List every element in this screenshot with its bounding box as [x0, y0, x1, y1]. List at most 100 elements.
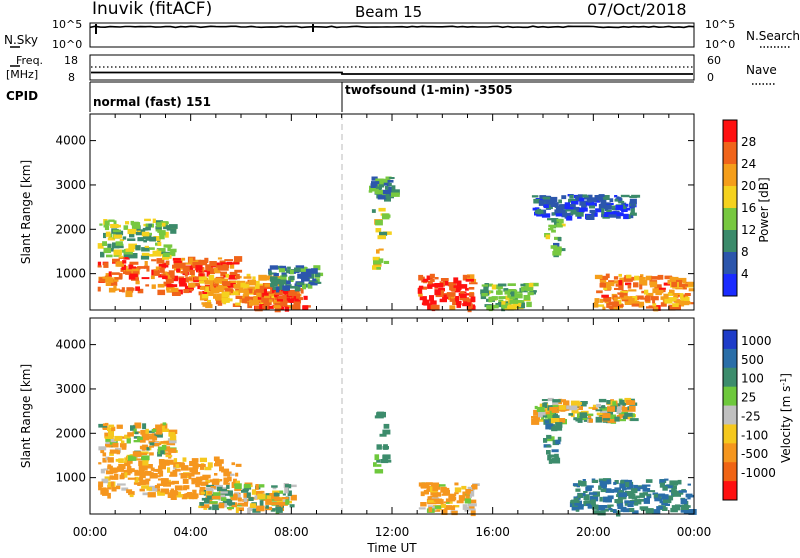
power-cell-4-75 — [275, 286, 280, 293]
velocity-cell-0-179 — [195, 484, 200, 488]
velocity-cell-7-92 — [597, 510, 606, 516]
power-cell-0-76 — [180, 271, 187, 274]
power-cell-0-62 — [141, 277, 150, 280]
velocity-cell-0-158 — [155, 468, 160, 472]
power-cell-2-56 — [266, 286, 273, 289]
velocity-cell-5-114 — [549, 407, 558, 413]
velocity-cell-0-37 — [136, 471, 146, 476]
velocity-cell-0-169 — [101, 478, 109, 484]
power-cell-9-81 — [579, 200, 588, 206]
power-cell-0-150 — [151, 259, 157, 262]
power-cell-4-55 — [301, 275, 306, 280]
power-cell-1-80 — [155, 226, 162, 230]
velocity-cell-7-120 — [610, 509, 615, 512]
nave-tick-top: 60 — [707, 54, 721, 67]
velocity-cell-7-159 — [606, 479, 612, 485]
power-cell-3-56 — [296, 292, 300, 295]
velocity-cell-2-142 — [243, 483, 251, 489]
power-cell-2-122 — [243, 276, 252, 279]
power-cell-4-57 — [289, 285, 299, 289]
power-cell-7-78 — [429, 273, 435, 279]
power-cell-1-109 — [131, 221, 139, 226]
velocity-cell-4-71 — [451, 510, 458, 516]
power-cell-2-66 — [229, 298, 233, 302]
velocity-cell-2-137 — [254, 495, 259, 500]
velocity-cell-7-80 — [575, 498, 580, 504]
nsky-series-line — [89, 25, 695, 29]
power-cell-0-134 — [155, 266, 162, 270]
power-cell-0-3 — [166, 290, 175, 293]
power-cell-0-27 — [205, 264, 214, 271]
velocity-cell-4-58 — [464, 498, 472, 504]
velocity-cell-7-164 — [665, 495, 674, 501]
velocity-cell-7-176 — [637, 486, 641, 492]
velocity-cell-4-60 — [448, 493, 457, 497]
power-cell-3-40 — [253, 290, 263, 295]
power-cell-0-11 — [204, 257, 209, 262]
velocity-cell-7-135 — [633, 484, 638, 490]
power-cell-11-80 — [668, 304, 676, 311]
velocity-cell-1-19 — [140, 430, 148, 435]
power-cell-8-9 — [526, 301, 532, 308]
velocity-cell-0-204 — [111, 467, 119, 473]
velocity-cell-5-87 — [534, 405, 538, 410]
power-cell-7-46 — [468, 287, 475, 290]
velocity-cell-1-67 — [98, 446, 107, 451]
power-cell-0-16 — [224, 259, 234, 262]
power-cell-7-58 — [453, 277, 459, 284]
power-cell-8-58 — [492, 304, 499, 309]
power-cell-0-149 — [209, 261, 217, 267]
power-cell-9-157 — [575, 212, 584, 217]
velocity-cell-2-129 — [269, 493, 278, 496]
velocity-cell-5-45 — [575, 418, 580, 422]
velocity-cell-0-184 — [126, 459, 133, 464]
power-cell-9-158 — [558, 199, 562, 204]
power-cell-1-27 — [169, 251, 176, 257]
power-cell-3-48 — [287, 305, 294, 309]
velocity-cell-0-58 — [133, 482, 141, 485]
power-cell-8-17 — [527, 292, 534, 296]
velocity-cell-7-87 — [588, 492, 598, 495]
power-cell-11-64 — [684, 282, 694, 287]
power-cell-11-54 — [638, 301, 645, 308]
power-cell-9-137 — [535, 210, 544, 214]
power-cell-3-55 — [262, 293, 269, 298]
power-cell-4-17 — [279, 282, 285, 288]
velocity-cell-2-80 — [230, 502, 235, 505]
power-cell-8-78 — [509, 299, 519, 304]
velocity-cell-0-139 — [157, 491, 165, 496]
velocity-colorbar-tick: -25 — [741, 409, 761, 423]
power-cell-1-6 — [136, 229, 146, 233]
velocity-cell-5-134 — [602, 417, 610, 421]
velocity-cell-0-25 — [100, 468, 105, 474]
power-cell-11-136 — [653, 306, 659, 312]
power-cell-10-20 — [554, 246, 562, 253]
velocity-cell-2-123 — [270, 502, 280, 506]
power-cell-8-33 — [497, 283, 507, 287]
power-cell-0-161 — [108, 271, 112, 277]
velocity-cell-6-17 — [550, 459, 558, 463]
velocity-cell-5-150 — [630, 418, 639, 422]
velocity-cell-1-106 — [161, 445, 167, 450]
velocity-cell-0-216 — [187, 472, 193, 477]
power-cell-7-18 — [443, 279, 449, 286]
velocity-cell-0-160 — [175, 462, 185, 466]
power-cell-4-52 — [314, 272, 321, 277]
power-cell-0-94 — [157, 289, 166, 296]
velocity-colorbar-tick: -500 — [741, 447, 768, 461]
power-cell-9-107 — [538, 200, 545, 206]
power-cell-0-35 — [171, 275, 179, 282]
velocity-cell-7-111 — [638, 498, 646, 502]
velocity-cell-2-32 — [235, 494, 241, 500]
power-cell-1-55 — [113, 249, 122, 256]
velocity-cell-0-15 — [167, 467, 171, 473]
velocity-cell-0-178 — [139, 467, 145, 473]
power-cell-1-104 — [162, 252, 170, 257]
power-cell-1-22 — [97, 243, 104, 249]
power-cell-0-180 — [128, 275, 136, 280]
power-cell-11-96 — [680, 296, 690, 302]
power-cell-1-23 — [107, 243, 112, 249]
velocity-cell-7-119 — [587, 505, 596, 509]
power-colorbar-label: Power [dB] — [757, 177, 771, 242]
power-cell-9-129 — [614, 199, 619, 202]
